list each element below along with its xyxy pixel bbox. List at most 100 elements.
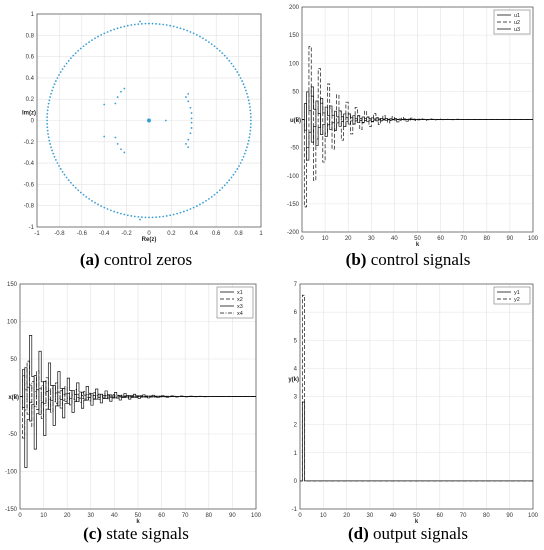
zero-point [155, 216, 158, 219]
zero-point [65, 176, 68, 179]
zero-point [49, 143, 52, 145]
zero-point [223, 54, 226, 57]
zero-point [50, 92, 52, 95]
zero-point [126, 24, 129, 27]
zero-point [109, 29, 112, 32]
zero-point [70, 181, 72, 184]
chart-panel-3: 0 10 20 30 40 50 60 70 80 90 100 -150 -100 -50 0 50 100 1… [5, 282, 262, 525]
y-tick-label: -200 [287, 230, 300, 236]
y-tick-label: 4 [294, 366, 298, 372]
y-tick-label: 0.4 [26, 76, 35, 82]
zero-point [126, 214, 129, 217]
zero-point [63, 65, 66, 68]
x-tick-label: -0.8 [54, 231, 65, 237]
zero-point [48, 99, 51, 102]
y-tick-label: 0.6 [26, 55, 35, 61]
legend-label: x2 [237, 297, 243, 303]
zero-point [228, 179, 231, 182]
zero-point [70, 57, 72, 60]
x-tick-label: 100 [528, 513, 539, 519]
y-tick-label: -100 [287, 174, 300, 180]
zero-point [158, 23, 161, 26]
zero-point [238, 74, 240, 76]
zero-point [103, 103, 106, 106]
zero-point [56, 77, 59, 79]
zero-point [74, 186, 77, 189]
zero-point [241, 80, 244, 82]
zero-point [236, 168, 239, 170]
y-tick-label: 50 [292, 89, 299, 95]
zero-point [190, 121, 193, 124]
x-tick-label: 1 [259, 231, 263, 237]
x-tick-label: 80 [483, 513, 490, 519]
axes-frame [36, 13, 262, 228]
x-tick-label: 0.6 [212, 231, 221, 237]
zero-point [210, 43, 213, 46]
zero-point [208, 41, 210, 43]
x-tick-label: 90 [506, 513, 513, 519]
caption-a: (a) control zeros [0, 250, 272, 270]
zero-point [123, 87, 126, 90]
caption-b: (b) control signals [272, 250, 544, 270]
zero-point [216, 47, 219, 50]
zero-point [120, 212, 122, 215]
zero-point [162, 23, 165, 26]
zero-point [187, 146, 190, 149]
y-tick-label: 150 [7, 282, 18, 288]
zero-point [140, 216, 143, 219]
zero-point [46, 119, 48, 122]
zero-point [245, 89, 247, 92]
axes-frame [299, 283, 534, 510]
zero-point [116, 143, 119, 145]
zero-point [97, 203, 99, 206]
zero-point [213, 45, 216, 48]
x-tick-label: 10 [322, 236, 329, 242]
legend-label: x3 [237, 304, 243, 310]
zero-point [182, 28, 185, 31]
zero-point [91, 39, 93, 42]
zero-point [230, 62, 233, 65]
zero-point [148, 118, 150, 121]
zero-point [120, 90, 122, 93]
zero-point [151, 22, 154, 25]
zero-point [46, 109, 49, 112]
zero-point [205, 199, 207, 202]
zero-point [182, 210, 185, 213]
zero-point [47, 133, 49, 135]
zero-point [116, 27, 119, 30]
zero-point [61, 170, 64, 173]
chart-panel-4: 0 10 20 30 40 50 60 70 80 90 100-101234567ky(k)y1y… [288, 282, 538, 525]
chart-panel-1: -1 -0.8 -0.6 -0.4 -0.2 0 0.2 0.4 0.6 0.8 1 -1 -0.8 -0… [22, 12, 263, 243]
zero-point [246, 146, 248, 149]
zero-point [249, 109, 252, 112]
zero-point [189, 31, 192, 33]
caption-d: (d) output signals [272, 524, 544, 544]
legend-label: u1 [514, 13, 520, 19]
zero-point [232, 173, 235, 176]
y-axis-label: x(k) [8, 395, 19, 401]
zero-point [205, 39, 207, 42]
zero-point [210, 195, 213, 198]
zero-point [208, 198, 210, 200]
zero-point [79, 191, 82, 194]
y-tick-label: -50 [8, 432, 17, 438]
zero-point [187, 92, 190, 95]
x-tick-label: 0.4 [190, 231, 199, 237]
y-tick-label: 0 [31, 119, 35, 125]
x-axis-label: k [415, 519, 419, 525]
y-tick-label: 2 [294, 423, 298, 429]
zero-point [72, 54, 75, 57]
zero-point [103, 206, 106, 209]
zero-point [120, 26, 122, 29]
zero-point [202, 37, 204, 40]
zero-point [82, 45, 85, 48]
zero-point [162, 215, 165, 218]
zero-point [245, 149, 247, 152]
zero-point [94, 37, 96, 40]
zero-point [130, 24, 133, 26]
zero-point [116, 96, 119, 98]
zero-point [137, 215, 140, 218]
zero-point [56, 162, 59, 164]
zero-point [139, 218, 141, 221]
zero-point [113, 210, 116, 213]
